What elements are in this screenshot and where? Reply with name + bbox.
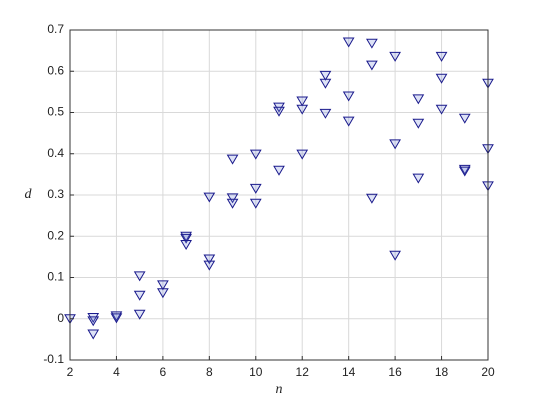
x-tick-label: 10 (249, 365, 263, 379)
point (226, 193, 239, 204)
y-tick-label: 0 (57, 311, 64, 325)
point (389, 250, 401, 261)
y-axis-label: d (25, 187, 33, 202)
point (203, 260, 216, 271)
point (435, 51, 448, 62)
point (342, 91, 355, 102)
point (180, 233, 192, 244)
x-tick-label: 14 (342, 365, 356, 379)
y-tick-label: 0.2 (47, 228, 64, 242)
x-tick-label: 18 (435, 365, 449, 379)
x-tick-label: 4 (113, 365, 120, 379)
point (296, 104, 309, 115)
point (133, 309, 146, 320)
y-tick-label: 0.6 (47, 63, 64, 77)
point (133, 271, 146, 282)
point (412, 94, 425, 105)
point (342, 116, 355, 127)
point (249, 149, 262, 160)
point (296, 149, 309, 160)
y-tick-label: 0.7 (47, 22, 64, 36)
point (296, 96, 309, 107)
x-tick-label: 12 (296, 365, 310, 379)
x-tick-label: 20 (481, 365, 495, 379)
y-tick-label: 0.4 (47, 146, 64, 160)
point (435, 104, 448, 115)
point (203, 192, 216, 203)
y-tick-label: 0.3 (47, 187, 64, 201)
point (133, 290, 146, 301)
point (319, 108, 332, 119)
x-axis-label: n (276, 382, 283, 397)
point (87, 316, 100, 327)
point (226, 198, 239, 209)
y-tick-label: 0.5 (47, 105, 64, 119)
y-tick-label: -0.1 (43, 352, 64, 366)
point (412, 118, 425, 129)
point (110, 313, 123, 324)
point (412, 173, 425, 184)
point (319, 78, 332, 89)
point (203, 254, 216, 265)
y-tick-label: 0.1 (47, 270, 64, 284)
point (273, 106, 285, 117)
point (87, 329, 100, 340)
point (458, 166, 471, 177)
point (342, 37, 355, 48)
x-tick-label: 6 (160, 365, 167, 379)
point (389, 139, 401, 150)
x-tick-label: 2 (67, 365, 74, 379)
point (366, 60, 378, 71)
point (157, 288, 169, 299)
point (389, 51, 401, 62)
point (249, 198, 262, 209)
point (366, 38, 378, 49)
x-tick-label: 8 (206, 365, 213, 379)
point (366, 193, 378, 204)
point (157, 280, 169, 291)
point (435, 73, 448, 84)
point (273, 165, 285, 176)
x-tick-label: 16 (388, 365, 402, 379)
point (226, 154, 239, 165)
point (458, 113, 471, 124)
point (180, 240, 192, 250)
point (319, 70, 332, 81)
point (249, 183, 262, 194)
point (87, 313, 100, 323)
